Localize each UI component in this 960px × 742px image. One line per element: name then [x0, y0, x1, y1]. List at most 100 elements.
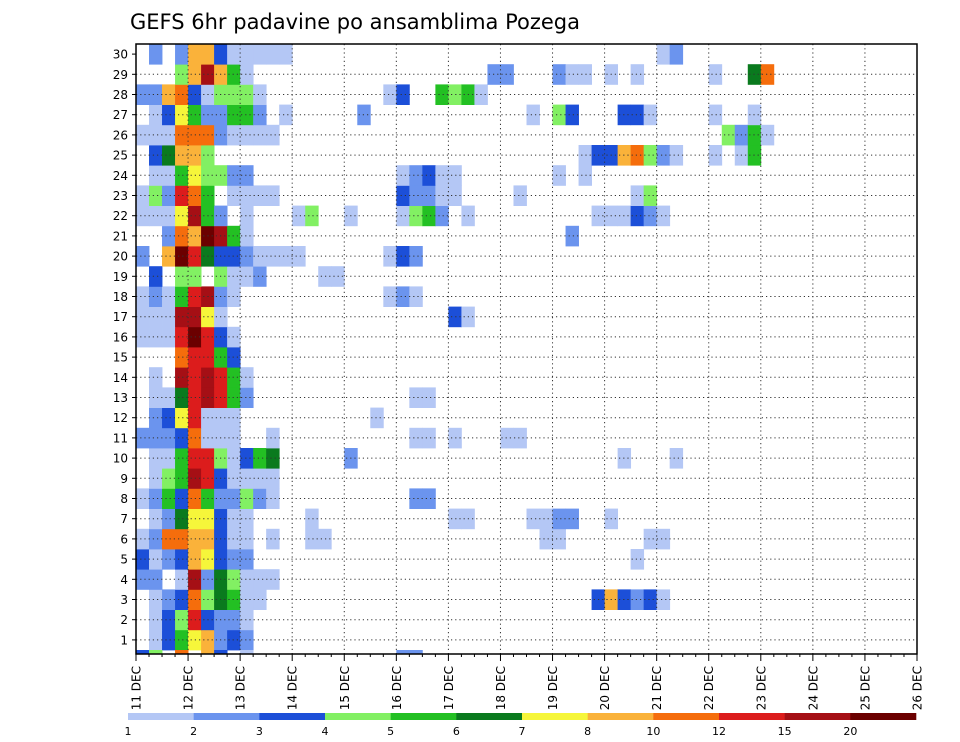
heatmap-cell — [422, 488, 436, 509]
heatmap-cell — [175, 225, 189, 247]
x-tick-label: 11 DEC — [130, 666, 144, 710]
colorbar-label: 1 — [125, 725, 132, 738]
heatmap-cell — [227, 185, 241, 206]
heatmap-cell — [396, 246, 410, 267]
x-tick-label: 13 DEC — [234, 666, 248, 710]
y-tick-label: 28 — [113, 88, 128, 102]
heatmap-cell — [188, 205, 202, 227]
heatmap-cell — [188, 488, 202, 509]
y-tick-label: 23 — [113, 189, 128, 203]
heatmap-cell — [383, 84, 397, 105]
heatmap-cell — [253, 589, 267, 610]
y-tick-label: 6 — [120, 532, 128, 546]
heatmap-cell — [175, 468, 189, 489]
heatmap-cell — [227, 609, 241, 631]
heatmap-cell — [175, 165, 189, 186]
x-tick-label: 12 DEC — [182, 666, 196, 710]
heatmap-cell — [240, 488, 254, 509]
heatmap-cell — [630, 205, 645, 227]
y-axis: 1234567891011121314151617181920212223242… — [113, 48, 136, 647]
heatmap-cell — [643, 528, 658, 550]
heatmap-cell — [201, 650, 215, 654]
heatmap-cell — [149, 427, 163, 449]
heatmap-cell — [552, 508, 566, 530]
heatmap-cell — [409, 286, 423, 307]
heatmap-cell — [227, 569, 241, 590]
heatmap-cell — [240, 508, 254, 530]
heatmap-cell — [149, 306, 163, 328]
colorbar-swatch — [522, 713, 588, 720]
x-tick-label: 17 DEC — [442, 666, 456, 710]
heatmap-cell — [552, 528, 566, 550]
colorbar-swatch — [325, 713, 391, 720]
heatmap-cell — [669, 44, 684, 65]
x-tick-label: 25 DEC — [858, 666, 872, 710]
heatmap-cell — [175, 528, 189, 550]
heatmap-cell — [526, 104, 540, 126]
heatmap-cell — [175, 286, 189, 307]
heatmap-cell — [266, 528, 280, 550]
heatmap-cell — [643, 104, 658, 126]
heatmap-cell — [539, 528, 553, 550]
heatmap-cell — [162, 528, 176, 550]
heatmap-cell — [227, 589, 241, 610]
heatmap-cell — [175, 124, 189, 146]
heatmap-cell — [149, 205, 163, 227]
x-axis: 11 DEC 12 DEC 13 DEC 14 DEC 15 DEC 16 DEC 17 D… — [130, 654, 925, 710]
heatmap-cell — [188, 589, 202, 610]
heatmap-cell — [136, 650, 150, 654]
heatmap-cell — [253, 44, 267, 65]
heatmap-cell — [188, 145, 202, 166]
heatmap-cell — [266, 569, 280, 590]
heatmap-cell — [162, 306, 176, 328]
heatmap-cell — [630, 589, 645, 610]
colorbar-swatch — [128, 713, 194, 720]
heatmap-cell — [240, 104, 254, 126]
heatmap-cell — [149, 185, 163, 206]
heatmap-cell — [175, 367, 189, 388]
heatmap-cell — [760, 124, 775, 146]
heatmap-cell — [149, 145, 163, 166]
heatmap-cell — [162, 488, 176, 509]
colorbar-swatch — [456, 713, 523, 720]
heatmap-cell — [149, 326, 163, 348]
heatmap-cell — [227, 629, 241, 651]
colorbar-label: 8 — [584, 725, 591, 738]
y-tick-label: 27 — [113, 108, 128, 122]
y-tick-label: 16 — [113, 330, 128, 344]
heatmap-cell — [656, 44, 671, 65]
heatmap-cell — [162, 407, 176, 429]
y-tick-label: 7 — [120, 512, 128, 526]
y-tick-label: 13 — [113, 391, 128, 405]
y-tick-label: 24 — [113, 169, 128, 183]
heatmap-cell — [266, 246, 280, 267]
heatmap-cell — [630, 104, 645, 126]
heatmap-cell — [500, 427, 514, 449]
y-tick-label: 22 — [113, 209, 128, 223]
heatmap-cell — [240, 44, 254, 65]
heatmap-cell — [435, 84, 449, 105]
heatmap-cell — [565, 64, 579, 85]
heatmap-cell — [422, 205, 436, 227]
heatmap-cell — [149, 569, 163, 590]
heatmap-cell — [227, 124, 241, 146]
heatmap-cell — [162, 387, 176, 408]
heatmap-cell — [448, 185, 462, 206]
heatmap-cell — [136, 326, 150, 348]
colorbar-swatch — [259, 713, 326, 720]
heatmap-cell — [409, 246, 423, 267]
heatmap-cell — [240, 84, 254, 105]
heatmap-cell — [240, 185, 254, 206]
heatmap-cell — [422, 427, 436, 449]
heatmap-cell — [240, 549, 254, 570]
heatmap-cell — [292, 205, 306, 227]
heatmap-cell — [253, 488, 267, 509]
y-tick-label: 4 — [120, 573, 128, 587]
heatmap-cell — [448, 165, 462, 186]
heatmap-cell — [188, 427, 202, 449]
heatmap-cell — [188, 225, 202, 247]
heatmap-cell — [656, 205, 671, 227]
heatmap-cell — [513, 427, 527, 449]
heatmap-cell — [188, 44, 202, 65]
heatmap-cell — [409, 427, 423, 449]
